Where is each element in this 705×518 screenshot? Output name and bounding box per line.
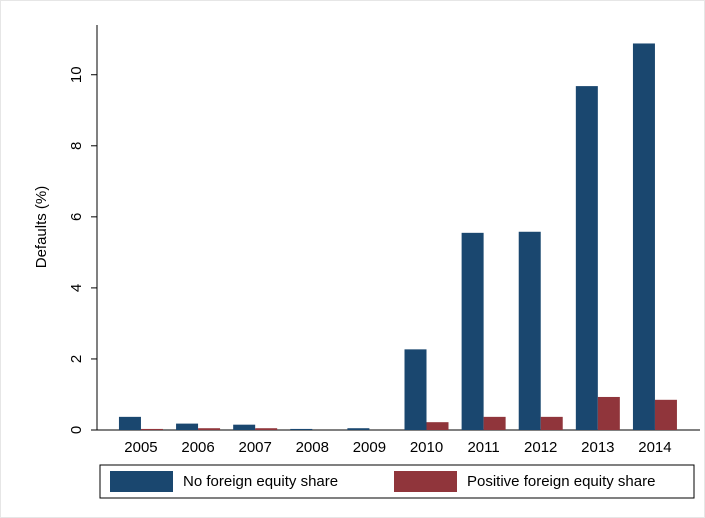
legend-label: Positive foreign equity share	[467, 473, 655, 490]
bar	[233, 424, 256, 430]
bar	[347, 428, 370, 430]
bar	[290, 428, 313, 430]
x-tick-label: 2009	[353, 439, 386, 456]
x-tick-label: 2007	[238, 439, 271, 456]
bar	[255, 428, 278, 430]
bar	[483, 416, 506, 430]
y-tick-label: 0	[68, 426, 85, 434]
bar	[632, 43, 655, 430]
bar	[118, 416, 141, 430]
bar	[198, 428, 221, 430]
bar	[540, 416, 563, 430]
x-tick-label: 2010	[410, 439, 443, 456]
x-tick-label: 2005	[124, 439, 157, 456]
y-axis-title: Defaults (%)	[33, 186, 50, 269]
bar	[426, 422, 449, 430]
x-tick-label: 2008	[296, 439, 329, 456]
y-tick-label: 8	[68, 142, 85, 150]
x-tick-label: 2011	[467, 439, 499, 456]
bar	[575, 86, 598, 431]
legend-swatch	[394, 471, 457, 492]
bar	[140, 428, 163, 430]
bar	[518, 231, 541, 430]
y-tick-label: 10	[68, 66, 85, 83]
x-tick-label: 2013	[581, 439, 614, 456]
bar	[404, 349, 427, 430]
bar	[461, 232, 484, 430]
bar	[176, 423, 199, 430]
x-tick-label: 2006	[181, 439, 214, 456]
legend-label: No foreign equity share	[183, 473, 338, 490]
y-tick-label: 4	[68, 284, 85, 292]
bar	[597, 396, 620, 430]
y-tick-label: 2	[68, 355, 85, 363]
y-tick-label: 6	[68, 213, 85, 221]
legend-swatch	[110, 471, 173, 492]
x-tick-label: 2012	[524, 439, 557, 456]
bar	[654, 399, 677, 430]
x-tick-label: 2014	[638, 439, 671, 456]
